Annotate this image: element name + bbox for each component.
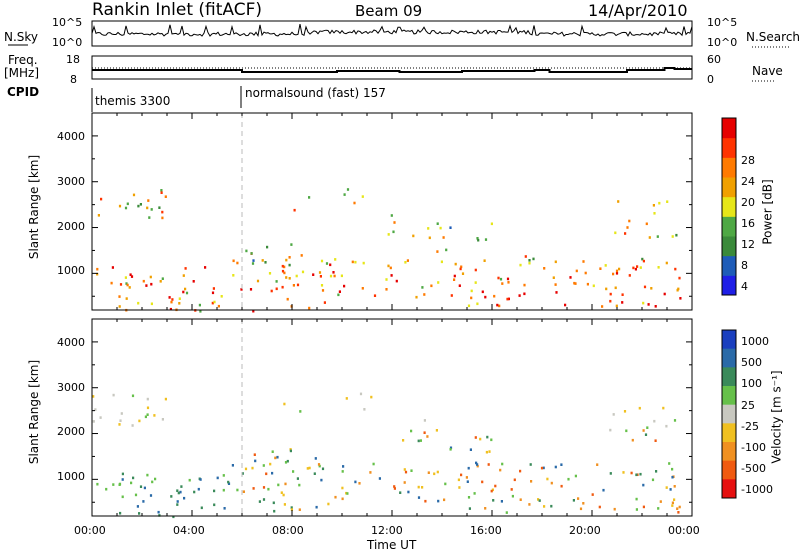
xtick-4: 16:00: [470, 524, 502, 537]
power-cbar-tick-16: 16: [741, 217, 755, 230]
noise-right-tick-low: 10^0: [707, 36, 738, 49]
nsky-label: N.Sky: [4, 30, 39, 44]
station-title: Rankin Inlet (fitACF): [92, 0, 263, 20]
power-ytick-4000: 4000: [57, 130, 85, 143]
freq-line: [92, 67, 692, 73]
date-label: 14/Apr/2010: [588, 1, 688, 20]
velocity-cbar-tick-100: 100: [741, 377, 762, 390]
velocity-cbar-tick-500: 500: [741, 356, 762, 369]
y-ticks: [92, 112, 692, 503]
freq-right-tick-high: 60: [707, 53, 721, 66]
velocity-ytick-3000: 3000: [57, 381, 85, 394]
noise-line: [91, 24, 693, 37]
xtick-0: 00:00: [74, 524, 106, 537]
velocity-cbar-tick-m25: -25: [741, 420, 759, 433]
power-ytick-1000: 1000: [57, 264, 85, 277]
xtick-6: 00:00: [668, 524, 700, 537]
power-cbar-tick-20: 20: [741, 196, 755, 209]
freq-label: Freq.: [8, 53, 38, 67]
beam-label: Beam 09: [355, 2, 423, 20]
nave-label: Nave: [752, 64, 783, 78]
power-ytick-3000: 3000: [57, 175, 85, 188]
power-cbar-tick-8: 8: [741, 259, 748, 272]
cpid-segment-1: themis 3300: [95, 94, 171, 108]
freq-left-tick-low: 8: [70, 73, 77, 86]
noise-trace: [91, 24, 693, 37]
freq-right-tick-low: 0: [707, 73, 714, 86]
velocity-colorbar: [721, 329, 737, 499]
power-colorbar: [721, 117, 737, 296]
velocity-cbar-tick-m100: -100: [741, 441, 766, 454]
freq-unit-label: [MHz]: [4, 66, 40, 80]
power-panel-frame: [91, 112, 693, 311]
freq-left-tick-high: 18: [66, 53, 80, 66]
cpid-label: CPID: [7, 85, 40, 99]
velocity-cbar-tick-m500: -500: [741, 462, 766, 475]
velocity-cbar-tick-25: 25: [741, 399, 755, 412]
noise-right-tick-high: 10^5: [707, 16, 738, 29]
xtick-1: 04:00: [173, 524, 205, 537]
xtick-3: 12:00: [371, 524, 403, 537]
noise-panel-frame: [91, 20, 693, 47]
power-cbar-tick-24: 24: [741, 175, 755, 188]
nsearch-label: N.Search: [746, 30, 800, 44]
x-ticks: [91, 113, 693, 516]
noise-left-tick-low: 10^0: [52, 36, 83, 49]
velocity-ytick-4000: 4000: [57, 336, 85, 349]
noise-left-tick-high: 10^5: [52, 16, 83, 29]
velocity-cbar-tick-m1000: -1000: [741, 483, 773, 496]
velocity-ytick-1000: 1000: [57, 470, 85, 483]
velocity-ytick-2000: 2000: [57, 425, 85, 438]
cpid-segment-2: normalsound (fast) 157: [245, 86, 386, 100]
xtick-5: 20:00: [569, 524, 601, 537]
xaxis-label: Time UT: [367, 538, 417, 552]
power-cbar-tick-12: 12: [741, 238, 755, 251]
velocity-heatmap: [92, 392, 681, 519]
power-cbar-tick-4: 4: [741, 280, 748, 293]
power-cbar-tick-28: 28: [741, 154, 755, 167]
power-ytick-2000: 2000: [57, 220, 85, 233]
xtick-2: 08:00: [272, 524, 304, 537]
velocity-cbar-tick-1000: 1000: [741, 335, 769, 348]
power-heatmap: [96, 188, 682, 313]
freq-trace: [92, 67, 692, 73]
